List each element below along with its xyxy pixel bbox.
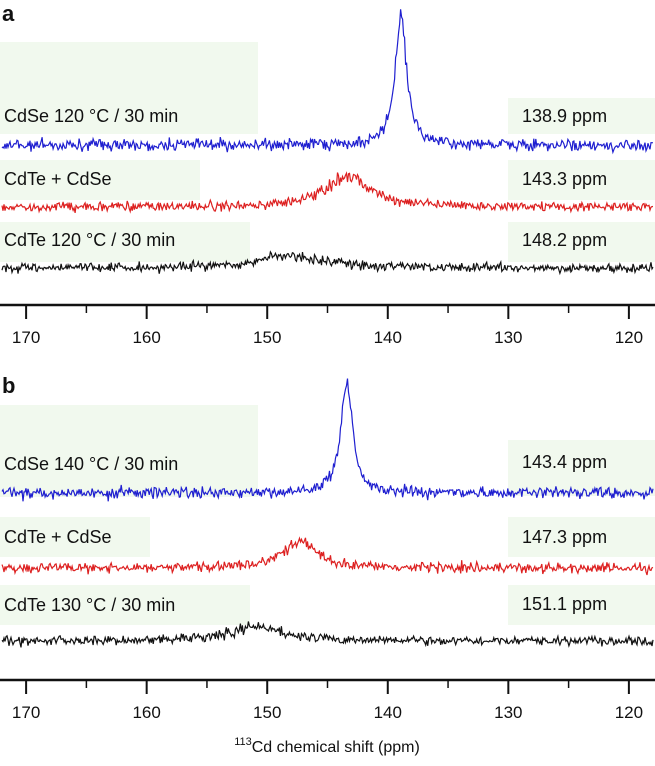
panel-b: b CdSe 140 °C / 30 min 143.4 ppm CdTe + … — [0, 373, 655, 756]
peak-shift-label: 151.1 ppm — [522, 594, 607, 614]
series-label: CdTe + CdSe — [4, 527, 112, 547]
tick-label: 140 — [374, 703, 402, 722]
panel-label-a: a — [2, 1, 15, 26]
x-axis-title: 113Cd chemical shift (ppm) — [234, 736, 420, 756]
panel-a: a CdSe 120 °C / 30 min 138.9 ppm CdTe + … — [0, 1, 655, 347]
tick-label: 170 — [12, 328, 40, 347]
peak-shift-label: 143.4 ppm — [522, 452, 607, 472]
peak-shift-label: 147.3 ppm — [522, 527, 607, 547]
spectrum-a-1: CdSe 120 °C / 30 min 138.9 ppm — [1, 9, 654, 155]
peak-shift-label: 138.9 ppm — [522, 106, 607, 126]
spectrum-line-b-mix — [1, 536, 654, 576]
series-label: CdSe 140 °C / 30 min — [4, 454, 178, 474]
spectrum-line-a-cdte — [1, 250, 654, 276]
series-label: CdTe 130 °C / 30 min — [4, 595, 175, 615]
tick-label: 130 — [494, 703, 522, 722]
spectrum-a-2: CdTe + CdSe 143.3 ppm — [1, 169, 654, 214]
spectrum-b-1: CdSe 140 °C / 30 min 143.4 ppm — [1, 378, 654, 502]
tick-label: 150 — [253, 703, 281, 722]
tick-label: 120 — [615, 328, 643, 347]
series-label: CdTe 120 °C / 30 min — [4, 230, 175, 250]
label-backgrounds — [0, 42, 655, 625]
tick-label: 120 — [615, 703, 643, 722]
x-axis-a: 170 160 150 140 130 120 — [0, 303, 655, 347]
spectrum-line-b-cdse — [1, 378, 654, 502]
spectrum-line-b-cdte — [1, 621, 654, 648]
tick-label: 130 — [494, 328, 522, 347]
spectrum-b-2: CdTe + CdSe 147.3 ppm — [1, 527, 654, 576]
tick-label: 160 — [132, 328, 160, 347]
peak-shift-label: 148.2 ppm — [522, 230, 607, 250]
tick-label: 170 — [12, 703, 40, 722]
x-axis-title-text: Cd chemical shift (ppm) — [252, 739, 420, 756]
x-axis-title-sup: 113 — [234, 736, 252, 748]
tick-label: 160 — [132, 703, 160, 722]
spectrum-line-a-mix — [1, 171, 654, 214]
tick-label: 150 — [253, 328, 281, 347]
spectrum-a-3: CdTe 120 °C / 30 min 148.2 ppm — [1, 230, 654, 276]
x-axis-b: 170 160 150 140 130 120 — [0, 678, 655, 722]
spectrum-line-a-cdse — [1, 9, 654, 155]
panel-label-b: b — [2, 373, 15, 398]
peak-shift-label: 143.3 ppm — [522, 169, 607, 189]
series-label: CdSe 120 °C / 30 min — [4, 106, 178, 126]
series-label: CdTe + CdSe — [4, 169, 112, 189]
tick-label: 140 — [374, 328, 402, 347]
spectrum-b-3: CdTe 130 °C / 30 min 151.1 ppm — [1, 594, 654, 648]
